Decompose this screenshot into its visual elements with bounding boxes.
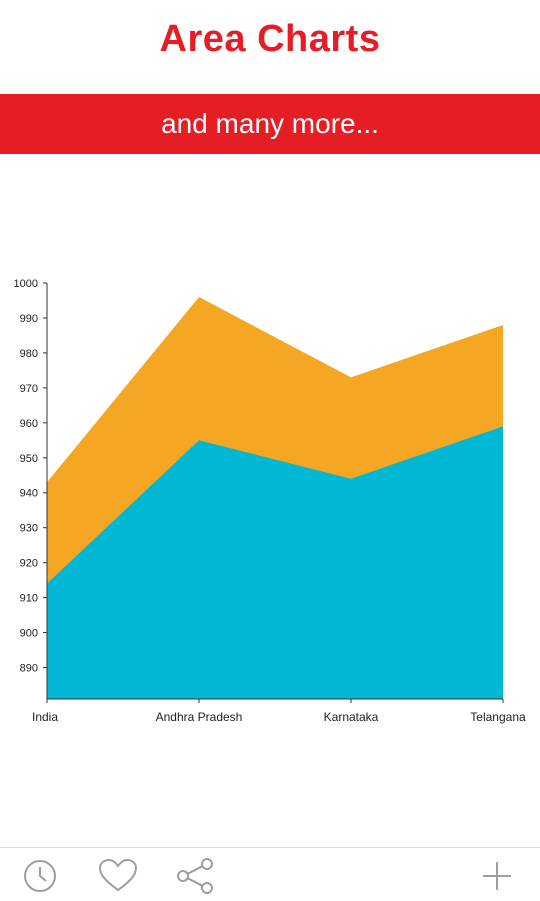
area-chart: 890 900 910 920 930 940 950 960 970 980 990 1000 Ind… — [14, 278, 526, 724]
add-button[interactable] — [477, 856, 517, 896]
y-tick-label: 980 — [20, 348, 38, 360]
x-tick-label: India — [32, 710, 58, 724]
bottom-nav-bar — [0, 847, 540, 901]
y-tick-label: 890 — [20, 663, 38, 675]
y-tick-label: 990 — [20, 313, 38, 325]
share-icon — [177, 858, 213, 894]
subtitle-text: and many more... — [161, 108, 379, 139]
x-tick-label: Karnataka — [324, 710, 379, 724]
clock-icon — [24, 860, 56, 892]
share-button[interactable] — [175, 856, 215, 896]
history-button[interactable] — [20, 856, 60, 896]
y-tick-label: 900 — [20, 628, 38, 640]
add-icon — [483, 862, 511, 890]
y-tick-label: 920 — [20, 558, 38, 570]
heart-icon — [98, 858, 138, 892]
y-tick-label: 950 — [20, 453, 38, 465]
page-title: Area Charts — [159, 18, 381, 60]
y-tick-label: 1000 — [14, 278, 38, 290]
x-tick-label: Telangana — [470, 710, 526, 724]
x-tick-label: Andhra Pradesh — [156, 710, 243, 724]
subtitle-banner: and many more... — [0, 94, 540, 154]
y-tick-label: 910 — [20, 593, 38, 605]
y-tick-label: 940 — [20, 488, 38, 500]
y-tick-label: 930 — [20, 523, 38, 535]
y-tick-label: 960 — [20, 418, 38, 430]
y-tick-label: 970 — [20, 383, 38, 395]
area-series-1 — [47, 426, 503, 699]
favorite-button[interactable] — [98, 856, 138, 896]
